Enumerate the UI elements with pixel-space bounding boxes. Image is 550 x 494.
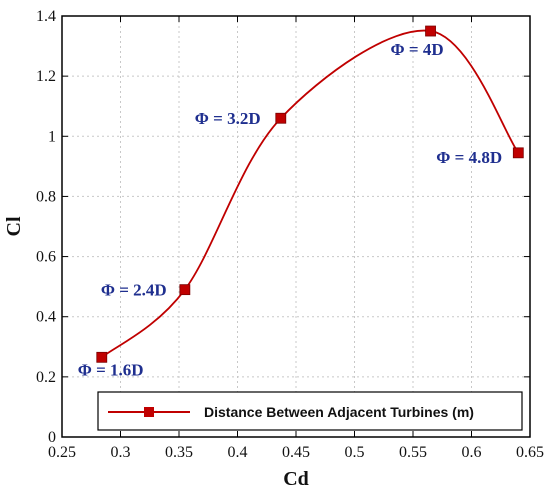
x-tick-label: 0.3 bbox=[111, 444, 131, 461]
data-point-marker bbox=[275, 112, 287, 124]
x-tick-label: 0.25 bbox=[48, 444, 76, 461]
y-tick-label: 0.4 bbox=[36, 309, 56, 326]
y-tick-label: 1 bbox=[48, 128, 56, 145]
x-axis-title: Cd bbox=[283, 468, 309, 490]
y-tick-label: 0.6 bbox=[36, 249, 56, 266]
x-tick-label: 0.6 bbox=[462, 444, 482, 461]
series-line bbox=[101, 29, 520, 359]
series-markers bbox=[96, 25, 524, 363]
point-label: Φ = 4D bbox=[391, 40, 444, 59]
legend-entry: Distance Between Adjacent Turbines (m) bbox=[204, 404, 474, 420]
data-point-marker bbox=[179, 284, 191, 296]
point-label: Φ = 1.6D bbox=[78, 360, 144, 379]
y-tick-label: 1.2 bbox=[36, 68, 56, 85]
data-point-marker bbox=[512, 147, 524, 159]
y-tick-label: 0.8 bbox=[36, 188, 56, 205]
x-tick-label: 0.4 bbox=[228, 444, 248, 461]
x-tick-label: 0.65 bbox=[516, 444, 544, 461]
x-tick-label: 0.5 bbox=[345, 444, 365, 461]
point-label: Φ = 3.2D bbox=[195, 109, 261, 128]
point-label: Φ = 2.4D bbox=[101, 281, 167, 300]
y-axis-title: Cl bbox=[3, 216, 25, 236]
point-annotations: Φ = 1.6D Φ = 2.4D Φ = 3.2D Φ = 4D Φ = 4.8D bbox=[78, 40, 502, 379]
grid bbox=[62, 16, 530, 437]
x-tick-label: 0.55 bbox=[399, 444, 427, 461]
legend: Distance Between Adjacent Turbines (m) bbox=[97, 391, 523, 431]
axis-ticks: 0.25 0.3 0.35 0.4 0.45 0.5 0.55 0.6 0.65 0 0.2 0.4 0… bbox=[36, 8, 544, 461]
data-point-marker bbox=[96, 351, 108, 363]
point-label: Φ = 4.8D bbox=[436, 148, 502, 167]
x-tick-label: 0.45 bbox=[282, 444, 310, 461]
legend-marker bbox=[144, 407, 154, 417]
x-tick-label: 0.35 bbox=[165, 444, 193, 461]
y-tick-label: 0.2 bbox=[36, 369, 56, 386]
data-point-marker bbox=[425, 25, 436, 37]
y-tick-label: 1.4 bbox=[36, 8, 56, 25]
series-curve-layer bbox=[101, 29, 520, 359]
y-tick-label: 0 bbox=[48, 429, 56, 446]
